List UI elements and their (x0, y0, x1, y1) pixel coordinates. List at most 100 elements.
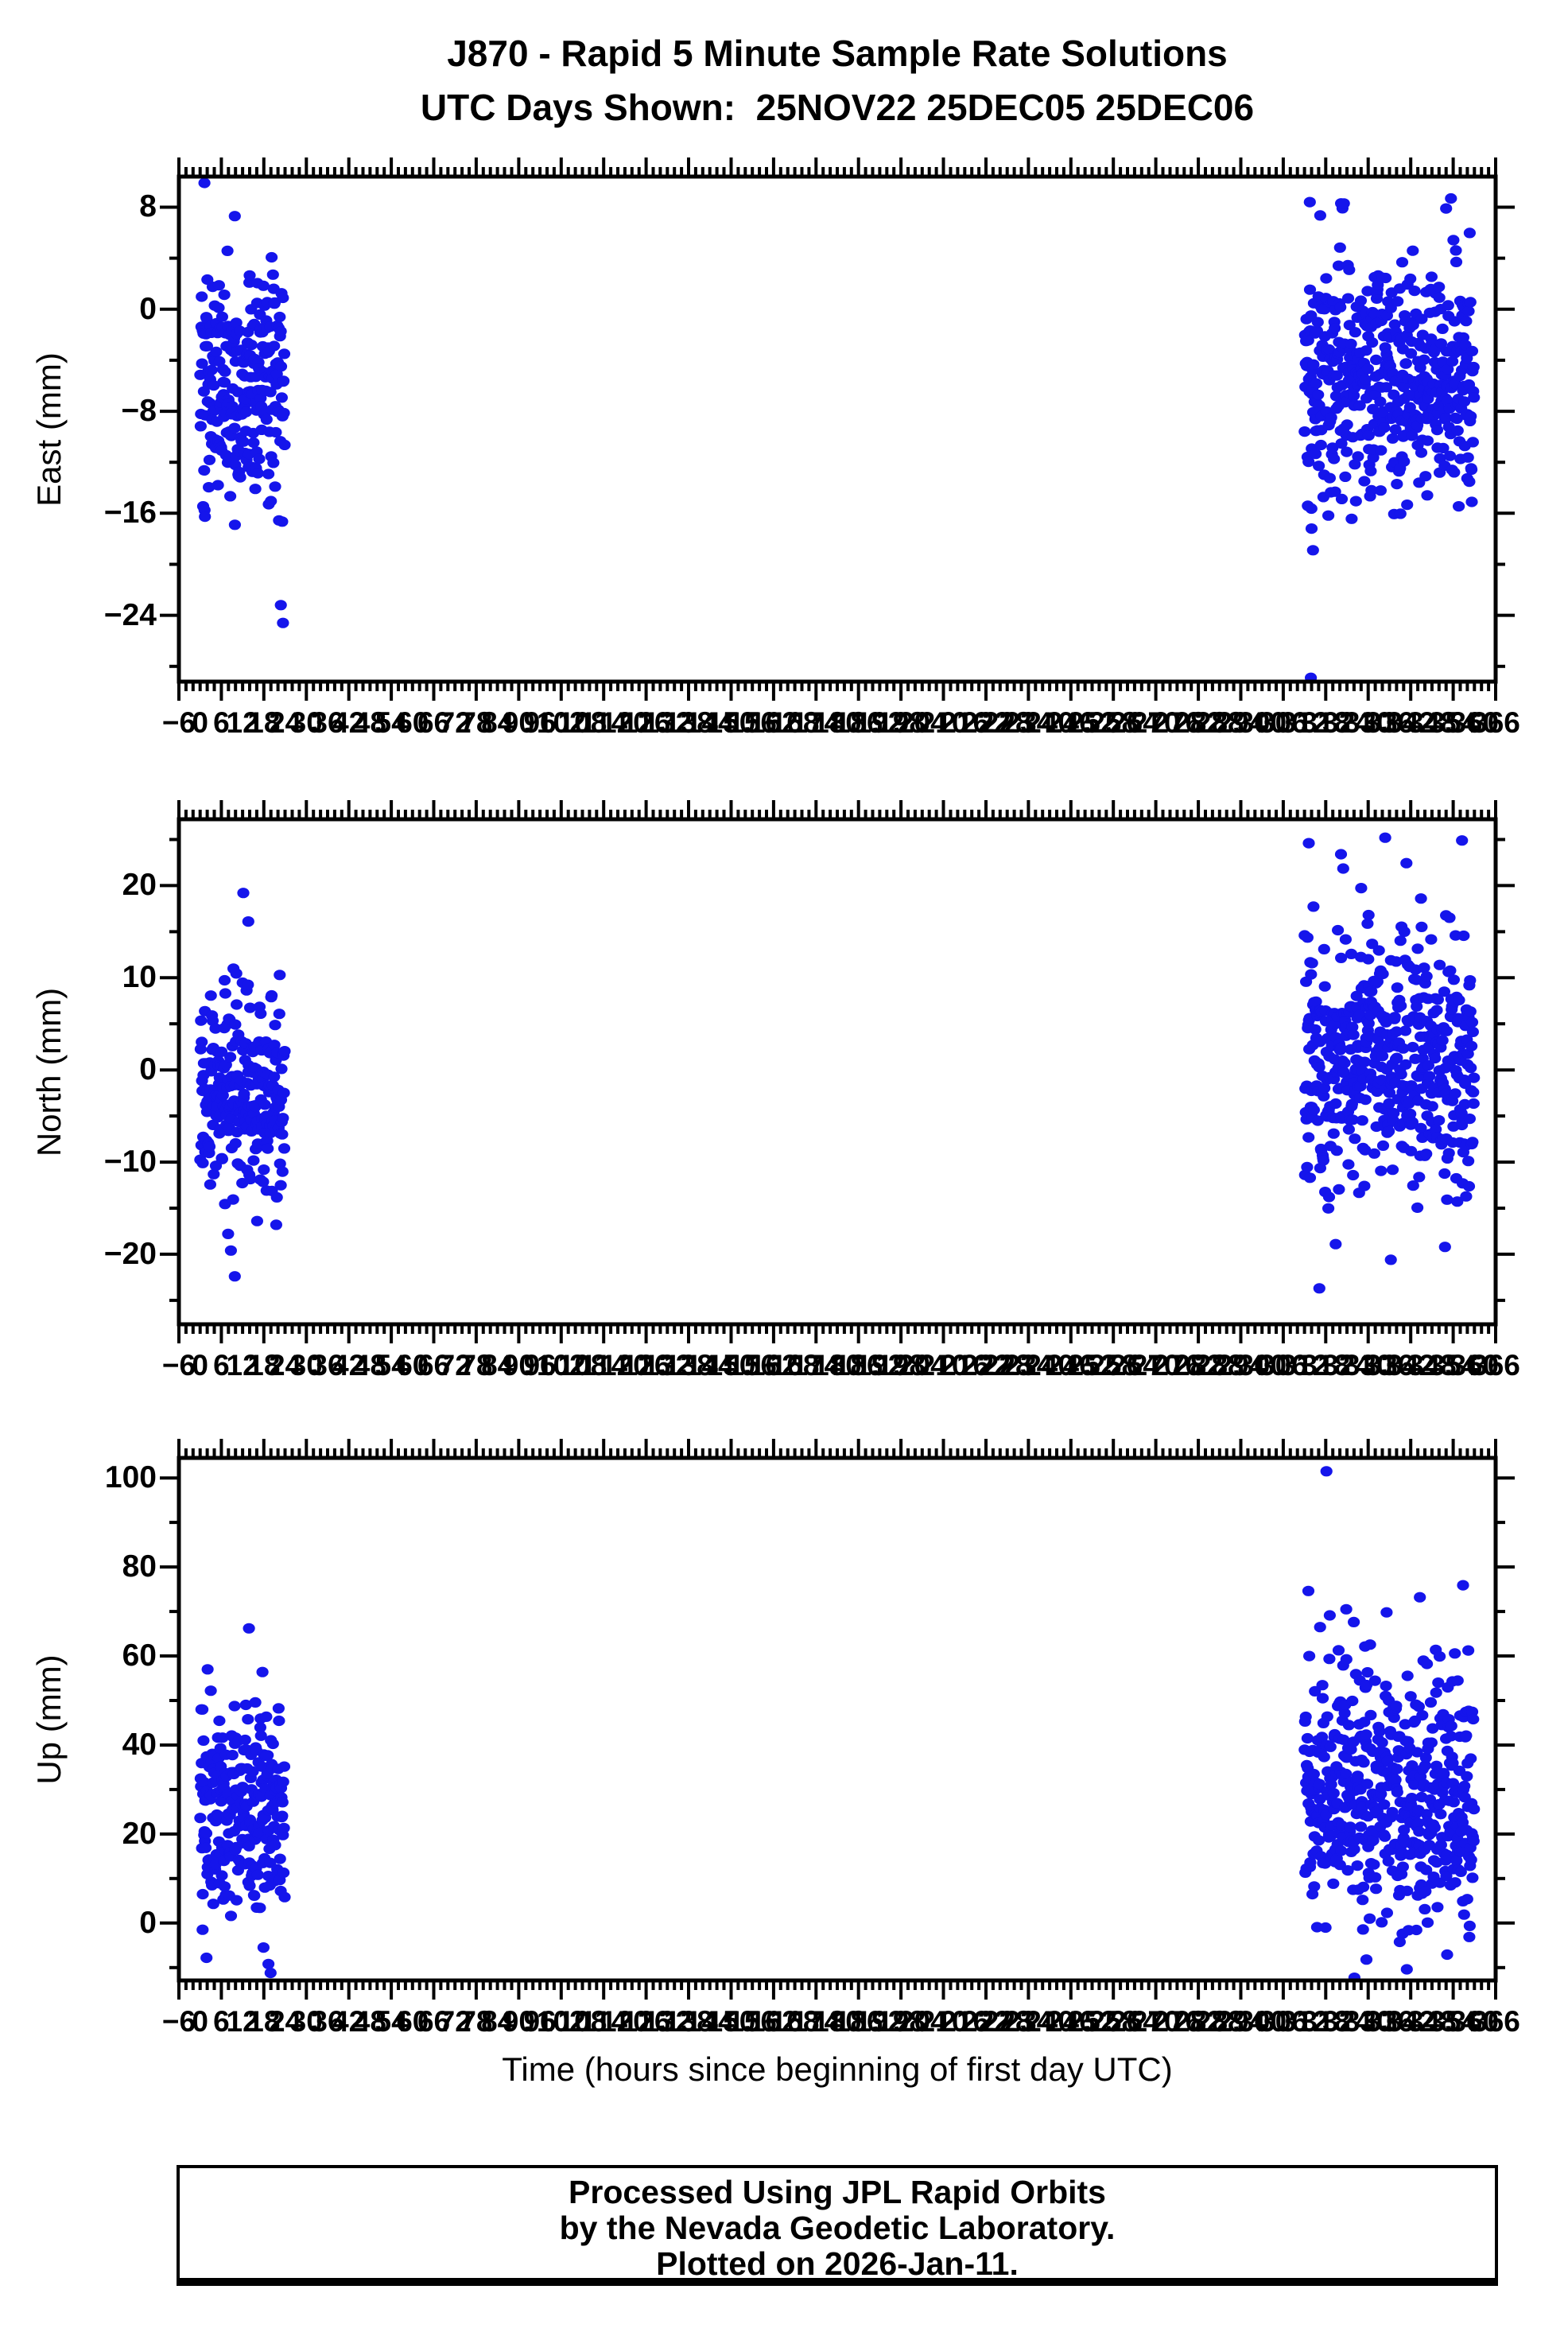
footer-box: Processed Using JPL Rapid Orbits by the … (177, 2165, 1498, 2286)
x-tick-label: 120 (600, 2005, 650, 2038)
data-point (256, 1666, 269, 1677)
data-point (1349, 459, 1361, 470)
data-point (254, 1722, 266, 1733)
x-tick-label: 216 (940, 2005, 990, 2038)
x-tick-label: 138 (664, 1349, 713, 1382)
data-point (274, 600, 287, 611)
y-tick-label: 0 (139, 1052, 157, 1087)
x-tick-label: 54 (375, 2005, 408, 2038)
data-point (1460, 1191, 1473, 1202)
x-tick-label: 264 (1110, 2005, 1159, 2038)
data-point (1429, 1052, 1442, 1064)
data-point (1453, 994, 1465, 1005)
data-point (1461, 452, 1474, 463)
data-point (243, 1880, 256, 1891)
x-tick-label: 144 (685, 706, 735, 739)
y-tick-label: −20 (103, 1236, 157, 1271)
x-tick-label: 204 (897, 1349, 947, 1382)
data-point (1388, 1107, 1400, 1119)
data-point (1367, 1835, 1380, 1846)
data-point (1405, 348, 1418, 359)
data-point (1301, 1161, 1314, 1172)
data-point (1467, 1713, 1480, 1725)
data-point (247, 437, 260, 449)
data-point (1357, 1881, 1370, 1892)
data-point (1302, 1132, 1315, 1143)
data-point (1346, 1695, 1359, 1707)
x-tick-label: 168 (770, 706, 820, 739)
data-point (1327, 1878, 1340, 1889)
data-point (1316, 1680, 1329, 1691)
data-point (1397, 381, 1410, 393)
data-point (1307, 1768, 1320, 1780)
data-point (257, 1942, 270, 1953)
data-point (1407, 1180, 1419, 1191)
data-point (1306, 958, 1318, 969)
x-tick-label: 282 (1174, 2005, 1223, 2038)
data-point (278, 1087, 290, 1098)
data-point (1462, 1156, 1475, 1167)
data-point (1412, 1701, 1425, 1712)
data-point (1443, 912, 1456, 923)
data-point (1360, 345, 1372, 356)
data-point (264, 387, 277, 398)
data-point (1351, 1860, 1364, 1872)
x-tick-label: 330 (1343, 706, 1393, 739)
data-point (1305, 969, 1318, 980)
data-point (1304, 1857, 1317, 1868)
data-point (1450, 413, 1463, 425)
data-point (1458, 1780, 1471, 1792)
data-point (1466, 1137, 1479, 1148)
x-tick-label: 264 (1110, 706, 1159, 739)
data-point (1335, 952, 1348, 963)
data-point (1401, 1670, 1414, 1681)
x-tick-label: 288 (1194, 1349, 1244, 1382)
data-point (1422, 1059, 1434, 1071)
footer-line-2: by the Nevada Geodetic Laboratory. (559, 2210, 1116, 2246)
x-tick-label: 288 (1194, 706, 1244, 739)
data-point (1391, 1763, 1403, 1774)
data-point (216, 1090, 229, 1101)
data-point (1345, 513, 1358, 524)
data-point (1379, 832, 1391, 843)
data-point (1421, 490, 1434, 501)
x-tick-label: −6 (161, 1349, 196, 1382)
x-tick-label: 324 (1322, 2005, 1372, 2038)
x-tick-label: 276 (1152, 706, 1202, 739)
x-tick-label: 198 (876, 1349, 926, 1382)
data-point (219, 988, 231, 999)
x-tick-label: 30 (289, 1349, 323, 1382)
data-points-east (194, 177, 1481, 682)
data-point (1349, 1133, 1361, 1145)
x-tick-label: 96 (523, 1349, 557, 1382)
data-point (1361, 918, 1374, 929)
data-point (1368, 1148, 1380, 1159)
data-point (262, 468, 275, 480)
plot-frame-east (177, 174, 1498, 684)
data-point (1383, 1098, 1395, 1109)
data-points-north (194, 832, 1481, 1294)
data-point (1404, 1108, 1417, 1120)
data-point (1416, 1710, 1429, 1721)
data-point (1431, 1902, 1444, 1913)
x-tick-label: 198 (876, 706, 926, 739)
x-tick-label: 168 (770, 1349, 820, 1382)
x-tick-label: 0 (192, 1349, 208, 1382)
data-point (276, 1810, 289, 1821)
x-tick-label: 312 (1279, 706, 1329, 739)
data-point (196, 1924, 209, 1935)
x-tick-label: 228 (982, 1349, 1032, 1382)
data-point (1400, 857, 1413, 869)
data-point (1394, 935, 1407, 946)
x-tick-label: 102 (536, 2005, 586, 2038)
data-point (1376, 1140, 1390, 1151)
data-point (1420, 1864, 1433, 1875)
data-point (228, 1700, 241, 1712)
x-tick-label: 192 (855, 706, 905, 739)
data-point (222, 1228, 235, 1239)
x-tick-label: 270 (1131, 706, 1181, 739)
x-tick-label: 48 (353, 2005, 386, 2038)
data-point (1335, 493, 1349, 505)
data-point (1386, 433, 1399, 444)
x-tick-label: 228 (982, 2005, 1032, 2038)
